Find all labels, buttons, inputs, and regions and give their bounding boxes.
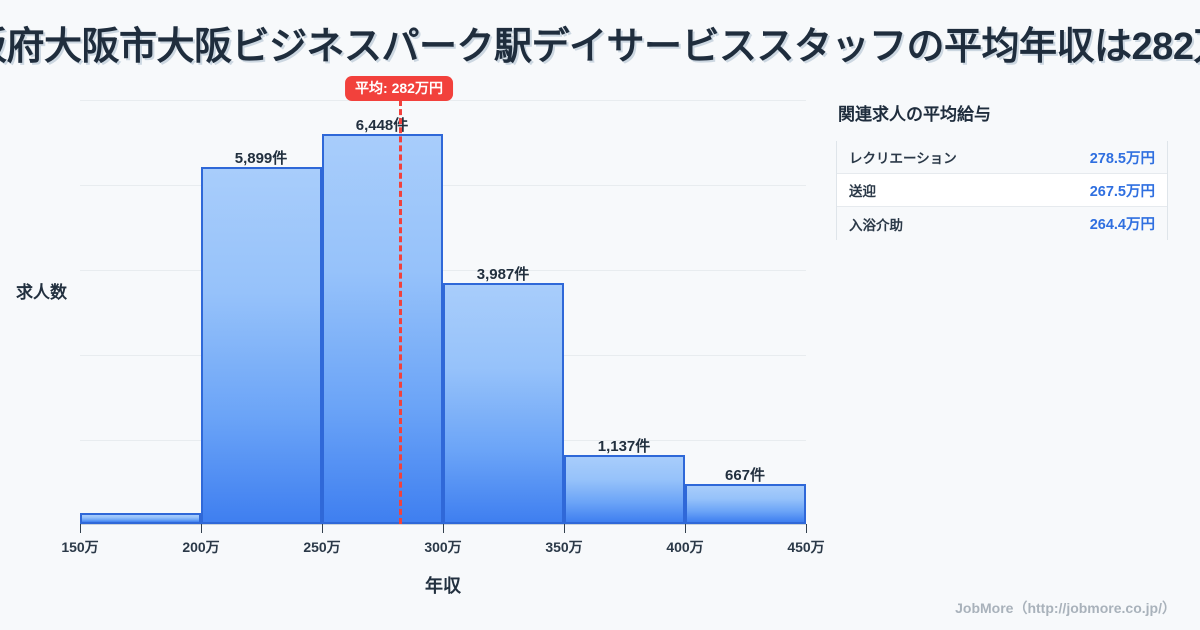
histogram-bar[interactable] xyxy=(685,484,806,524)
table-row-value: 278.5万円 xyxy=(1089,150,1155,167)
histogram-bar[interactable] xyxy=(443,283,564,524)
x-axis-tick xyxy=(80,524,81,533)
x-axis-title: 年収 xyxy=(425,576,461,596)
x-axis-tick-label: 250万 xyxy=(303,539,341,555)
table-row-label: レクリエーション xyxy=(849,151,957,166)
bar-value-label: 1,137件 xyxy=(597,438,651,455)
gridline xyxy=(80,270,806,271)
page-title: 大阪府大阪市大阪ビジネスパーク駅デイサービススタッフの平均年収は282万円 xyxy=(0,26,1200,68)
plot-area: 5,899件 6,448件 3,987件 1,137件 667件 平均: 282… xyxy=(61,76,825,555)
histogram-chart: 求人数 5,899件 6,448件 3,987件 1,137件 667件 平均:… xyxy=(0,76,830,608)
table-row[interactable]: レクリエーション 278.5万円 xyxy=(837,141,1167,174)
bar-value-label: 667件 xyxy=(724,467,766,484)
bar-value-label: 6,448件 xyxy=(355,117,409,134)
histogram-bar[interactable] xyxy=(201,167,322,524)
table-row-value: 264.4万円 xyxy=(1089,217,1155,233)
x-axis-tick-label: 350万 xyxy=(545,539,583,555)
x-axis-tick xyxy=(685,524,686,533)
footer-credit: JobMore（http://jobmore.co.jp/） xyxy=(955,600,1176,616)
table-row-label: 入浴介助 xyxy=(849,217,903,233)
related-salary-panel: 関連求人の平均給与 レクリエーション 278.5万円 送迎 267.5万円 入浴… xyxy=(836,100,1172,240)
x-axis-tick xyxy=(443,524,444,533)
table-row[interactable]: 入浴介助 264.4万円 xyxy=(837,207,1167,240)
x-axis-tick-label: 300万 xyxy=(424,539,462,555)
average-line xyxy=(399,100,402,524)
table-row[interactable]: 送迎 267.5万円 xyxy=(837,174,1167,207)
histogram-bar[interactable] xyxy=(322,134,443,524)
x-axis-tick-label: 150万 xyxy=(61,539,99,555)
bar-value-label: 3,987件 xyxy=(476,266,530,283)
x-axis-tick xyxy=(322,524,323,533)
histogram-bar[interactable] xyxy=(564,455,685,524)
related-salary-panel-title: 関連求人の平均給与 xyxy=(838,105,991,124)
bar-value-label: 5,899件 xyxy=(234,150,288,167)
table-row-label: 送迎 xyxy=(849,184,876,199)
related-salary-table: レクリエーション 278.5万円 送迎 267.5万円 入浴介助 264.4万円 xyxy=(836,141,1168,240)
x-axis-tick xyxy=(564,524,565,533)
average-badge: 平均: 282万円 xyxy=(345,76,453,102)
x-axis-tick-label: 400万 xyxy=(666,539,704,555)
page-title-container: 大阪府大阪市大阪ビジネスパーク駅デイサービススタッフの平均年収は282万円 xyxy=(0,18,1200,80)
x-axis-tick xyxy=(806,524,807,533)
x-axis-tick xyxy=(201,524,202,533)
table-row-value: 267.5万円 xyxy=(1089,183,1155,200)
histogram-bar[interactable] xyxy=(80,513,201,524)
gridline xyxy=(80,185,806,186)
y-axis-title: 求人数 xyxy=(16,283,67,302)
x-axis-tick-label: 200万 xyxy=(182,539,220,555)
x-axis-tick-label: 450万 xyxy=(787,539,825,555)
